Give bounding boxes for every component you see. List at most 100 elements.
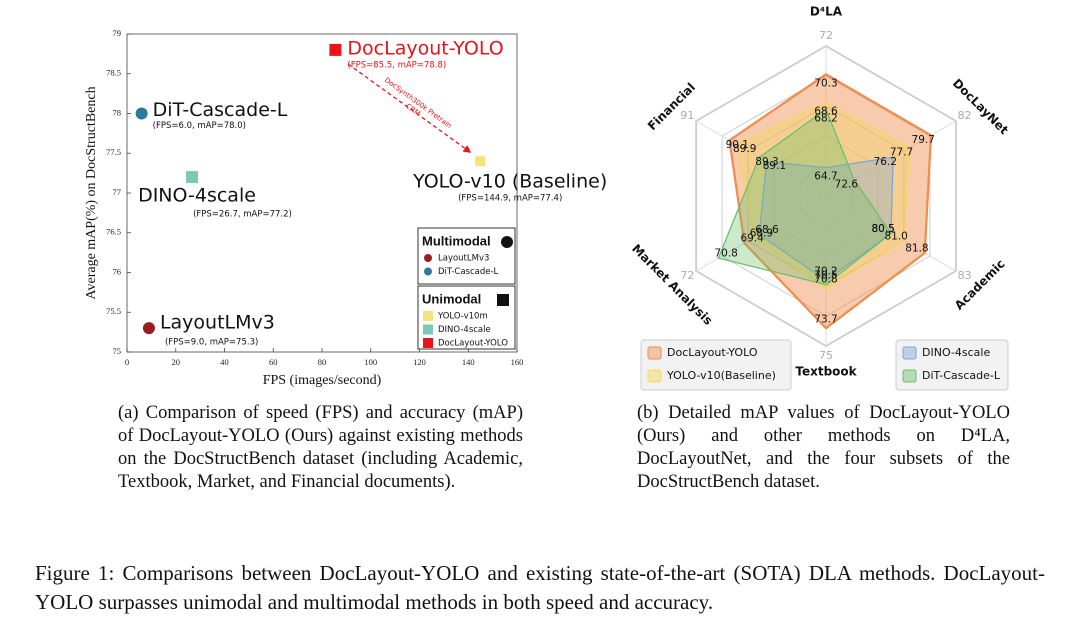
- x-tick-label: 160: [511, 357, 524, 367]
- radar-value-label: 68.2: [814, 112, 837, 124]
- legend-marker: [423, 324, 433, 335]
- radar-value-label: 90.1: [726, 139, 749, 151]
- legend-swatch: [902, 346, 917, 360]
- legend-group-title: Multimodal: [422, 233, 491, 248]
- radar-max-label: 82: [958, 109, 972, 122]
- radar-value-label: 73.7: [814, 313, 837, 325]
- legend-group-marker: [501, 236, 513, 248]
- radar-value-label: 68.6: [814, 106, 838, 118]
- radar-value-label: 68.6: [755, 224, 779, 236]
- radar-axis-label: Financial: [645, 80, 698, 133]
- radar-value-label: 77.7: [890, 146, 913, 158]
- x-tick-label: 140: [462, 357, 475, 367]
- legend-group-title: Unimodal: [422, 291, 481, 306]
- legend-label: DocLayout-YOLO: [438, 339, 508, 349]
- radar-value-label: 72.6: [835, 178, 859, 190]
- legend-box: [640, 339, 792, 391]
- subcaption-a: (a) Comparison of speed (FPS) and accura…: [118, 403, 523, 492]
- radar-value-label: 81.8: [905, 243, 928, 255]
- radar-value-label: 70.5: [814, 270, 837, 282]
- point-label: YOLO-v10 (Baseline): [412, 171, 607, 193]
- radar-area: [717, 108, 892, 286]
- radar-value-label: 81.0: [884, 231, 907, 243]
- radar-axis-label: D⁴LA: [810, 5, 843, 19]
- radar-value-label: 70.3: [814, 77, 837, 89]
- radar-area: [728, 73, 933, 330]
- legend-marker: [424, 254, 432, 262]
- legend-marker: [423, 338, 433, 348]
- data-point: [186, 171, 199, 184]
- radar-value-label: 68.9: [750, 227, 773, 239]
- radar-axis-label: Market Analysis: [629, 242, 715, 328]
- legend-marker: [424, 267, 432, 276]
- legend-label: LayoutLMv3: [438, 254, 489, 264]
- x-tick-label: 20: [172, 357, 181, 367]
- legend-box: [417, 227, 516, 285]
- point-label: DINO-4scale: [138, 185, 256, 207]
- legend-swatch: [647, 346, 662, 360]
- radar-value-label: 89.1: [763, 160, 786, 172]
- radar-max-label: 91: [680, 109, 694, 122]
- radar-axis-label: Textbook: [795, 365, 857, 379]
- radar-spoke: [825, 120, 957, 197]
- point-note: (FPS=26.7, mAP=77.2): [193, 210, 292, 220]
- radar-spoke: [695, 195, 827, 272]
- y-tick-label: 78: [113, 107, 122, 117]
- x-tick-label: 100: [364, 357, 377, 367]
- y-tick-label: 76: [113, 266, 122, 276]
- radar-max-label: 83: [958, 269, 972, 282]
- radar-value-label: 70.2: [814, 266, 837, 278]
- radar-value-label: 76.2: [874, 156, 897, 168]
- x-tick-label: 60: [269, 357, 278, 367]
- legend-group-marker: [497, 294, 509, 306]
- legend-swatch: [902, 369, 917, 383]
- annotation-text: DocSynth300k Pretrain: [383, 76, 453, 130]
- radar-spoke: [695, 120, 827, 197]
- point-note: (FPS=6.0, mAP=78.0): [153, 121, 246, 131]
- radar-value-label: 69.4: [740, 233, 764, 245]
- radar-value-label: 70.8: [714, 248, 737, 260]
- data-point: [142, 322, 155, 335]
- point-note: (FPS=85.5, mAP=78.8): [347, 60, 446, 70]
- radar-max-label: 72: [819, 29, 833, 42]
- legend-label: DINO-4scale: [922, 346, 990, 359]
- legend-label: DiT-Cascade-L: [438, 267, 499, 277]
- radar-value-label: 64.7: [814, 171, 837, 183]
- radar-value-label: 79.7: [912, 134, 935, 146]
- legend-marker: [423, 311, 433, 321]
- radar-area: [736, 102, 911, 290]
- point-note: (FPS=144.9, mAP=77.4): [458, 194, 562, 204]
- legend-label: DINO-4scale: [438, 325, 491, 335]
- legend-swatch: [647, 369, 662, 383]
- radar-value-label: 89.3: [755, 156, 778, 168]
- y-axis-label: Average mAP(%) on DocStructBench: [84, 86, 99, 299]
- x-axis-label: FPS (images/second): [263, 373, 382, 388]
- legend-label: DocLayout-YOLO: [667, 346, 758, 359]
- radar-axis-label: Academic: [952, 257, 1008, 313]
- legend-label: DiT-Cascade-L: [922, 369, 1001, 382]
- figure-caption: Figure 1: Comparisons between DocLayout-…: [35, 561, 1045, 614]
- y-tick-label: 78.5: [106, 68, 121, 78]
- data-point: [135, 107, 148, 120]
- y-tick-label: 76.5: [106, 227, 121, 237]
- legend-label: YOLO-v10m: [437, 312, 488, 322]
- radar-max-label: 72: [680, 269, 694, 282]
- point-label: LayoutLMv3: [160, 312, 275, 334]
- data-point: [475, 156, 486, 167]
- x-tick-label: 80: [318, 357, 327, 367]
- y-tick-label: 77: [113, 187, 122, 197]
- y-tick-label: 75.5: [106, 306, 121, 316]
- point-label: DocLayout-YOLO: [347, 37, 503, 59]
- legend-label: YOLO-v10(Baseline): [666, 369, 776, 382]
- y-tick-label: 77.5: [106, 147, 121, 157]
- data-point: [329, 43, 342, 56]
- point-label: DiT-Cascade-L: [153, 99, 288, 121]
- subcaption-b: (b) Detailed mAP values of DocLayout-YOL…: [637, 403, 1010, 492]
- y-tick-label: 79: [113, 28, 122, 38]
- radar-value-label: 80.5: [871, 223, 894, 235]
- legend-box: [895, 339, 1009, 391]
- y-tick-label: 75: [113, 346, 122, 356]
- x-tick-label: 120: [413, 357, 426, 367]
- radar-value-label: 89.9: [733, 143, 756, 155]
